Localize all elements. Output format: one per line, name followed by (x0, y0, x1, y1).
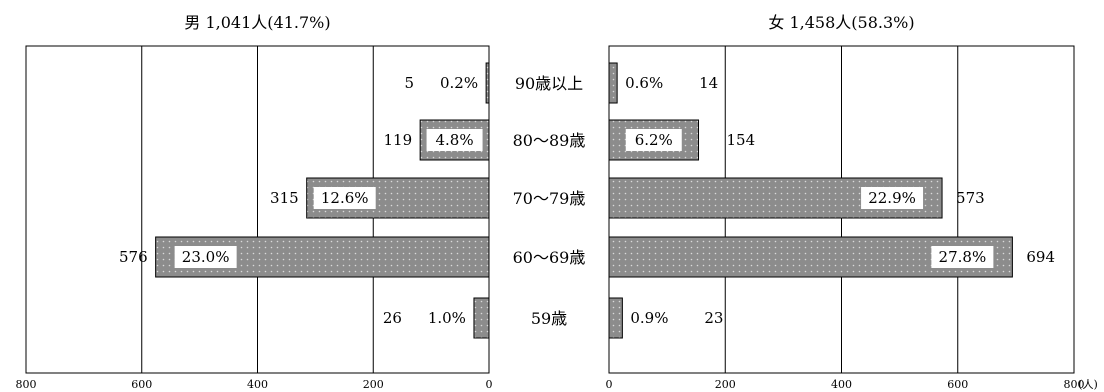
female-value-label: 573 (956, 189, 985, 207)
male-bar (485, 62, 490, 104)
female-percent-label: 22.9% (868, 189, 916, 207)
category-label: 90歳以上 (515, 74, 583, 93)
female-percent-label-box: 6.2% (625, 129, 682, 151)
male-value-label: 26 (383, 309, 402, 327)
male-percent-label: 1.0% (428, 309, 466, 327)
female-value-label: 14 (699, 74, 718, 92)
female-percent-label: 27.8% (939, 248, 987, 266)
female-percent-label-box: 27.8% (931, 246, 994, 268)
female-bar (608, 62, 618, 104)
female-percent-label-box: 22.9% (861, 187, 924, 209)
female-percent-label-bg (861, 187, 924, 209)
male-bar (473, 297, 490, 339)
male-percent-label: 12.6% (321, 189, 369, 207)
female-percent-label-bg (625, 129, 682, 151)
male-percent-label-box: 23.0% (174, 246, 237, 268)
male-value-label: 5 (405, 74, 415, 92)
male-tick-label: 400 (247, 378, 268, 391)
female-value-label: 694 (1026, 248, 1055, 266)
male-value-label: 576 (119, 248, 148, 266)
female-value-label: 154 (727, 131, 756, 149)
male-value-label: 119 (383, 131, 412, 149)
category-label: 70〜79歳 (513, 189, 586, 208)
female-percent-label-bg (931, 246, 994, 268)
female-tick-label: 200 (715, 378, 736, 391)
female-tick-label: 400 (831, 378, 852, 391)
male-tick-label: 0 (486, 378, 493, 391)
male-percent-label-bg (174, 246, 237, 268)
female-title: 女 1,458人(58.3%) (768, 13, 914, 32)
category-label: 60〜69歳 (513, 248, 586, 267)
male-tick-label: 600 (131, 378, 152, 391)
male-value-label: 315 (270, 189, 299, 207)
male-percent-label-bg (426, 129, 483, 151)
male-percent-label-box: 4.8% (426, 129, 483, 151)
category-label: 80〜89歳 (513, 131, 586, 150)
male-percent-label-box: 12.6% (313, 187, 376, 209)
female-tick-label: 0 (606, 378, 613, 391)
female-percent-label: 6.2% (635, 131, 673, 149)
male-percent-label: 4.8% (436, 131, 474, 149)
male-tick-label: 800 (16, 378, 37, 391)
female-percent-label: 0.9% (630, 309, 668, 327)
female-tick-label: 600 (947, 378, 968, 391)
male-percent-label: 0.2% (440, 74, 478, 92)
category-label: 59歳 (531, 309, 567, 328)
male-percent-label-bg (313, 187, 376, 209)
female-value-label: 23 (704, 309, 723, 327)
unit-label: (人) (1078, 378, 1098, 391)
male-tick-label: 200 (363, 378, 384, 391)
male-title: 男 1,041人(41.7%) (184, 13, 330, 32)
female-bar (608, 297, 623, 339)
female-percent-label: 0.6% (625, 74, 663, 92)
female-tick-label: 800 (1064, 378, 1085, 391)
male-percent-label: 23.0% (182, 248, 230, 266)
